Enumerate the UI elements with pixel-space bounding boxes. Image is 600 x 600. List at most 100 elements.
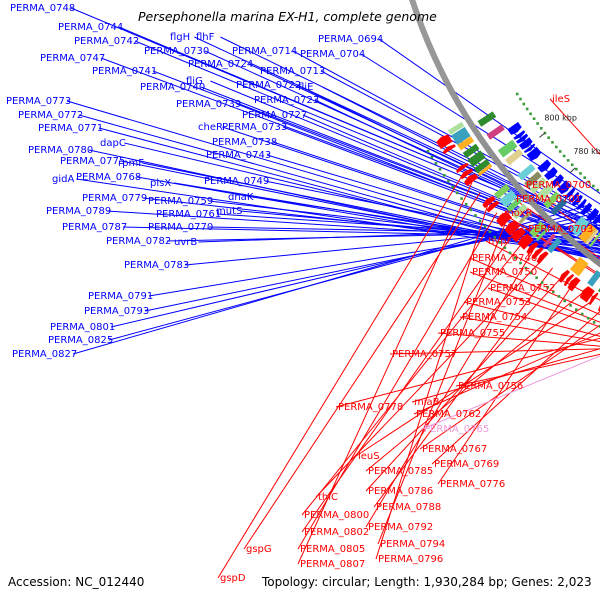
feature-block (588, 232, 600, 248)
forward-gene-label: PERMA_0801 (50, 322, 115, 333)
reverse-gene-label: PERMA_0807 (300, 559, 365, 570)
reverse-gene-label: moxR (504, 208, 532, 219)
gc-dot (536, 122, 539, 125)
forward-cds-arrow (571, 194, 583, 207)
tick-label: 800 kbp (544, 114, 577, 123)
reverse-cds-arrow (597, 304, 600, 312)
forward-gene-label: PERMA_0827 (12, 349, 77, 360)
reverse-cds-arrow (536, 251, 549, 265)
forward-gene-label: uvrB (174, 237, 197, 248)
gc-dot (483, 225, 487, 228)
connector-line (437, 332, 600, 347)
connector-line (485, 240, 600, 301)
tick-mark (569, 167, 576, 174)
reverse-cds-arrow (579, 286, 595, 303)
feature-bands (426, 92, 600, 328)
forward-cds-arrow (513, 130, 526, 140)
feature-block (569, 256, 589, 277)
gc-dot (546, 285, 549, 289)
gc-dot (551, 141, 554, 144)
forward-gene-label: PERMA_0730 (144, 46, 209, 57)
forward-cds-arrow (523, 143, 536, 154)
gc-dot (580, 312, 584, 316)
feature-block (546, 237, 562, 254)
reverse-gene-label: PERMA_0700 (526, 180, 591, 191)
forward-gene-label: PERMA_0770 (148, 222, 213, 233)
connector-line (469, 271, 600, 323)
reverse-cds-arrow (482, 196, 496, 209)
feature-block (499, 189, 518, 208)
forward-gene-label: plsX (150, 178, 171, 189)
gc-dot (493, 235, 497, 239)
connector-line (335, 337, 600, 408)
reverse-cds-arrow (526, 241, 539, 255)
forward-gene-label: PERMA_0793 (84, 306, 149, 317)
forward-gene-label: dapC (100, 138, 126, 149)
feature-block (477, 111, 497, 127)
forward-gene-label: PERMA_0738 (212, 137, 277, 148)
connector-line (152, 70, 600, 243)
reverse-gene-label: gspD (220, 573, 246, 584)
reverse-gene-label: ileS (552, 94, 570, 105)
reverse-cds-arrow (464, 173, 479, 187)
forward-gene-label: PERMA_0759 (148, 196, 213, 207)
feature-block (550, 198, 568, 216)
feature-block (493, 183, 511, 200)
feature-block (506, 197, 522, 213)
connector-line (217, 171, 465, 579)
reverse-gene-label: thiC (318, 492, 338, 503)
gc-dot (460, 197, 463, 200)
reverse-gene-label: PERMA_0755 (440, 328, 505, 339)
reverse-cds-arrow (436, 134, 453, 150)
forward-cds-arrow (591, 213, 600, 225)
gc-dot (587, 180, 591, 184)
forward-cds-arrow (544, 166, 558, 181)
reverse-gene-label: gspG (246, 544, 272, 555)
gc-dot (575, 308, 578, 312)
reverse-gene-label: PERMA_0752 (490, 283, 555, 294)
gc-dot (464, 202, 468, 206)
gc-dot (557, 295, 561, 298)
forward-gene-label: PERMA_0771 (38, 123, 103, 134)
gc-dot (592, 184, 595, 188)
reverse-cds-arrow (504, 220, 521, 236)
forward-gene-label: PERMA_0733 (222, 122, 287, 133)
connector-line (365, 275, 563, 492)
forward-gene-label: PERMA_0825 (48, 335, 113, 346)
forward-gene-label: PERMA_0779 (82, 193, 147, 204)
reverse-cds-arrow (511, 227, 527, 243)
gc-dot (438, 167, 442, 171)
reverse-gene-label: PERMA_0757 (392, 349, 457, 360)
forward-gene-label: PERMA_0723 (254, 95, 319, 106)
feature-block (451, 126, 471, 145)
connector-line (421, 355, 600, 430)
forward-gene-label: PERMA_0741 (92, 66, 157, 77)
connector-line (525, 228, 600, 278)
gc-dot (451, 185, 455, 189)
reverse-cds-arrow (456, 162, 469, 174)
connector-line (365, 250, 534, 528)
gc-dot (455, 191, 459, 195)
connector-line (431, 310, 600, 465)
connector-line (375, 202, 489, 560)
connector-line (72, 204, 588, 355)
connector-line (301, 240, 525, 516)
connector-line (487, 287, 600, 328)
gc-dot (539, 126, 543, 130)
feature-block (529, 221, 546, 238)
summary-text: Topology: circular; Length: 1,930,284 bp… (261, 575, 592, 589)
feature-block (486, 124, 505, 140)
reverse-gene-label: PERMA_0778 (338, 402, 403, 413)
forward-cds-arrow (556, 180, 571, 195)
gc-dot (522, 102, 526, 106)
gc-dot (434, 161, 438, 165)
connector-line (523, 184, 600, 242)
forward-gene-label: PERMA_0761 (156, 209, 221, 220)
reverse-cds-arrow (442, 144, 456, 155)
forward-gene-label: PERMA_0744 (58, 22, 123, 33)
forward-gene-label: gidA (52, 174, 74, 185)
gc-dot (598, 325, 600, 328)
connector-line (469, 257, 600, 316)
gc-dot (498, 241, 502, 244)
gc-dot (535, 276, 538, 280)
